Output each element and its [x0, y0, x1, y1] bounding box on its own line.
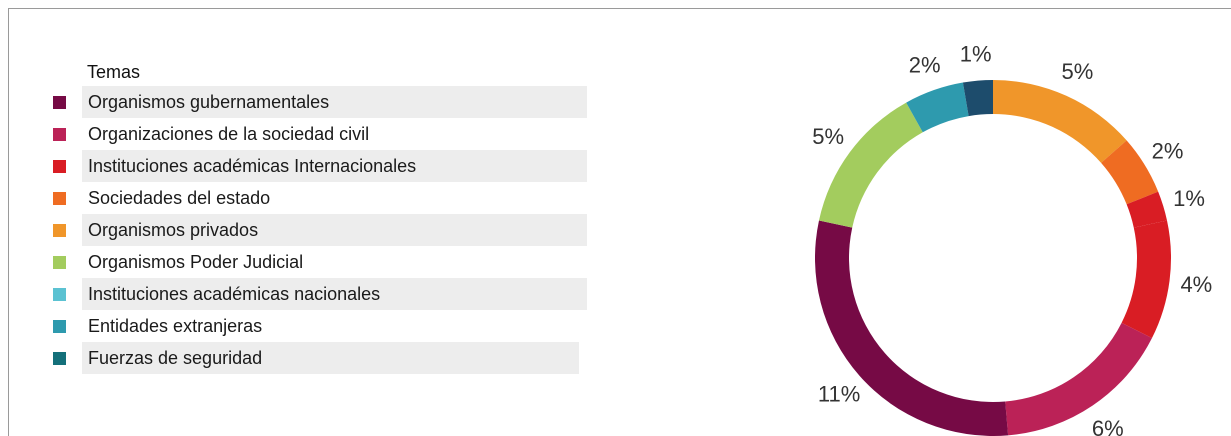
legend-item: Instituciones académicas Internacionales — [50, 150, 595, 182]
legend-item: Sociedades del estado — [50, 182, 595, 214]
donut-slice — [1126, 191, 1168, 228]
donut-slice — [906, 82, 969, 133]
donut-slice — [962, 80, 993, 117]
legend-swatch — [53, 256, 66, 269]
donut-slice — [1101, 140, 1159, 205]
slice-label: 5% — [812, 124, 844, 149]
slice-label: 1% — [1173, 186, 1205, 211]
legend-label: Organismos gubernamentales — [82, 86, 587, 118]
legend-label: Sociedades del estado — [88, 188, 271, 208]
legend-swatch — [53, 160, 66, 173]
donut-slice — [993, 80, 1127, 163]
donut-slice — [1121, 220, 1171, 339]
legend-swatch — [53, 288, 66, 301]
slice-label: 4% — [1180, 272, 1212, 297]
legend-swatch — [53, 224, 66, 237]
legend-item: Organizaciones de la sociedad civil — [50, 118, 595, 150]
slice-label: 2% — [1152, 139, 1184, 164]
donut-slice — [818, 102, 923, 228]
legend-item: Organismos privados — [50, 214, 595, 246]
legend-swatch — [53, 96, 66, 109]
legend-label: Instituciones académicas nacionales — [82, 278, 587, 310]
slice-label: 5% — [1062, 59, 1094, 84]
legend-item: Organismos Poder Judicial — [50, 246, 595, 278]
legend-item: Entidades extranjeras — [50, 310, 595, 342]
legend-item: Instituciones académicas nacionales — [50, 278, 595, 310]
legend-item: Fuerzas de seguridad — [50, 342, 595, 374]
slice-label: 1% — [960, 42, 992, 67]
legend-item: Organismos gubernamentales — [50, 86, 595, 118]
legend-swatch — [53, 352, 66, 365]
donut-slice — [1005, 322, 1152, 436]
legend-label: Organizaciones de la sociedad civil — [88, 124, 370, 144]
legend-label: Instituciones académicas Internacionales — [82, 150, 587, 182]
legend-swatch — [53, 128, 66, 141]
legend-swatch — [53, 192, 66, 205]
chart-frame — [8, 8, 1231, 436]
legend-title: Temas — [87, 62, 141, 82]
slice-label: 11% — [818, 381, 860, 406]
legend-swatch — [53, 320, 66, 333]
donut-slice — [815, 220, 1009, 436]
legend-label: Fuerzas de seguridad — [82, 342, 579, 374]
legend-label: Organismos privados — [82, 214, 587, 246]
legend-label: Organismos Poder Judicial — [88, 252, 304, 272]
slice-label: 6% — [1092, 416, 1124, 436]
slice-label: 2% — [909, 53, 941, 78]
legend-label: Entidades extranjeras — [88, 316, 263, 336]
